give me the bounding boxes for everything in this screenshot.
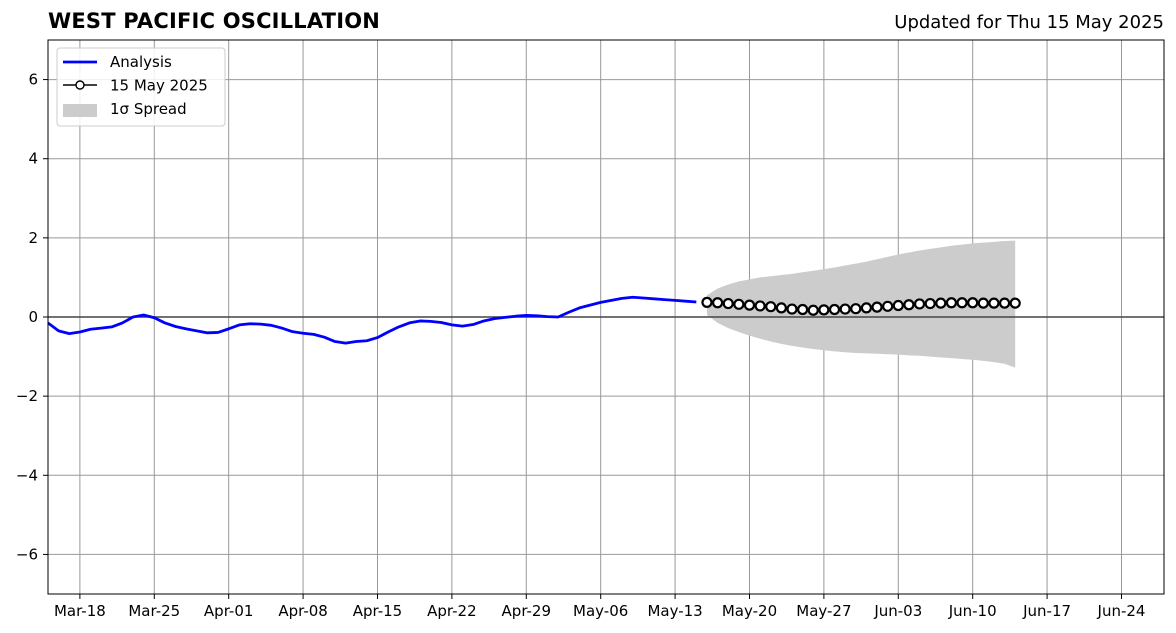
forecast-point [1009,297,1021,309]
forecast-point [828,303,841,316]
forecast-point [722,297,734,310]
x-tick-label: May-13 [647,602,702,620]
forecast-point [797,303,809,316]
forecast-point [786,303,798,315]
forecast-point [913,298,926,310]
series-layer [47,295,1021,345]
x-tick-label: Apr-29 [502,602,552,620]
y-tick-label: 0 [28,308,38,326]
forecast-point [882,300,894,312]
forecast-point [754,300,766,312]
spread-band [706,240,1016,368]
spread-layer [706,240,1016,368]
y-tick-label: 4 [28,150,38,168]
forecast-point [924,297,936,310]
legend-forecast-marker [75,80,85,90]
forecast-point [775,302,787,314]
y-tick-label: −4 [16,466,38,484]
forecast-point [743,299,756,311]
legend-label: Analysis [110,53,172,71]
forecast-point [935,297,947,309]
forecast-point [988,297,1000,309]
forecast-point [711,297,724,309]
forecast-point [839,303,851,315]
chart-subtitle: Updated for Thu 15 May 2025 [894,12,1164,33]
forecast-point [701,296,713,308]
legend-label: 15 May 2025 [110,77,208,95]
forecast-point [967,297,979,309]
y-tick-label: 6 [28,71,38,89]
forecast-point [765,301,777,313]
forecast-point [977,297,989,309]
x-tick-label: Apr-22 [427,602,477,620]
forecast-point [807,304,819,316]
y-tick-label: 2 [28,229,38,247]
forecast-point [860,302,873,314]
x-tick-label: Apr-01 [204,602,254,620]
chart-title: WEST PACIFIC OSCILLATION [48,9,381,33]
x-tick-label: Jun-10 [948,602,997,620]
legend-label: 1σ Spread [110,100,187,118]
forecast-point [945,297,958,309]
forecast-point [892,299,904,312]
forecast-point [818,304,830,316]
forecast-point [998,297,1011,309]
x-tick-label: Mar-18 [54,602,106,620]
x-tick-label: Jun-24 [1097,602,1146,620]
forecast-point [871,301,883,313]
y-tick-label: −6 [16,545,38,563]
forecast-point [733,298,745,310]
x-tick-label: May-27 [796,602,851,620]
legend-spread-swatch [63,104,97,117]
x-tick-label: May-06 [573,602,628,620]
y-tick-label: −2 [16,387,38,405]
x-tick-label: Jun-17 [1022,602,1071,620]
x-tick-label: Apr-15 [353,602,403,620]
x-tick-label: Jun-03 [873,602,922,620]
forecast-point [850,303,862,315]
forecast-point [903,299,915,311]
x-tick-label: May-20 [722,602,777,620]
x-tick-label: Mar-25 [128,602,180,620]
analysis-line [47,295,697,345]
forecast-point [956,297,968,309]
axis-layer: Mar-18 Mar-25 Apr-01 Apr-08 Apr-15 Apr-22 Apr-… [16,71,1146,620]
legend: Analysis 15 May 2025 1σ Spread [56,47,226,127]
legend-box [56,47,226,127]
x-tick-label: Apr-08 [278,602,328,620]
